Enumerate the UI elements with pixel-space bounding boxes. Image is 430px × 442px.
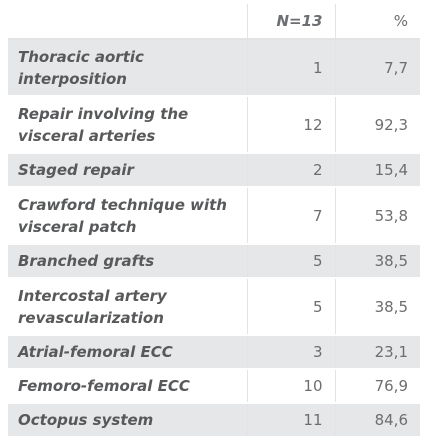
row-n: 5 xyxy=(247,243,336,278)
table-row: Femoro-femoral ECC 10 76,9 xyxy=(8,368,420,403)
row-percent: 38,5 xyxy=(335,277,420,335)
table-header-row: N=13 % xyxy=(8,4,420,40)
table-row: Staged repair 2 15,4 xyxy=(8,152,420,187)
row-n: 10 xyxy=(247,368,336,403)
row-n: 3 xyxy=(247,334,336,369)
row-percent: 7,7 xyxy=(335,38,420,96)
header-percent: % xyxy=(335,4,420,40)
row-n: 11 xyxy=(247,402,336,436)
table-row: Intercostal artery revascularization 5 3… xyxy=(8,277,420,335)
row-label: Intercostal artery revascularization xyxy=(8,277,248,335)
procedures-table-container: N=13 % Thoracic aortic interposition 1 7… xyxy=(8,4,420,436)
row-n: 5 xyxy=(247,277,336,335)
row-label: Femoro-femoral ECC xyxy=(8,368,248,403)
table-row: Crawford technique with visceral patch 7… xyxy=(8,186,420,244)
row-label: Thoracic aortic interposition xyxy=(8,38,248,96)
row-label: Crawford technique with visceral patch xyxy=(8,186,248,244)
procedures-table: N=13 % Thoracic aortic interposition 1 7… xyxy=(8,4,420,436)
row-percent: 92,3 xyxy=(335,95,420,153)
row-label: Atrial-femoral ECC xyxy=(8,334,248,369)
row-n: 2 xyxy=(247,152,336,187)
table-row: Atrial-femoral ECC 3 23,1 xyxy=(8,334,420,369)
row-n: 12 xyxy=(247,95,336,153)
row-label: Octopus system xyxy=(8,402,248,436)
row-percent: 84,6 xyxy=(335,402,420,436)
header-n: N=13 xyxy=(247,4,336,40)
table-row: Repair involving the visceral arteries 1… xyxy=(8,95,420,153)
header-label-cell xyxy=(8,4,248,40)
row-n: 7 xyxy=(247,186,336,244)
row-n: 1 xyxy=(247,38,336,96)
row-label: Staged repair xyxy=(8,152,248,187)
table-row: Octopus system 11 84,6 xyxy=(8,402,420,436)
row-percent: 76,9 xyxy=(335,368,420,403)
row-percent: 23,1 xyxy=(335,334,420,369)
row-percent: 15,4 xyxy=(335,152,420,187)
row-label: Branched grafts xyxy=(8,243,248,278)
row-label: Repair involving the visceral arteries xyxy=(8,95,248,153)
table-row: Branched grafts 5 38,5 xyxy=(8,243,420,278)
table-row: Thoracic aortic interposition 1 7,7 xyxy=(8,38,420,96)
row-percent: 38,5 xyxy=(335,243,420,278)
row-percent: 53,8 xyxy=(335,186,420,244)
